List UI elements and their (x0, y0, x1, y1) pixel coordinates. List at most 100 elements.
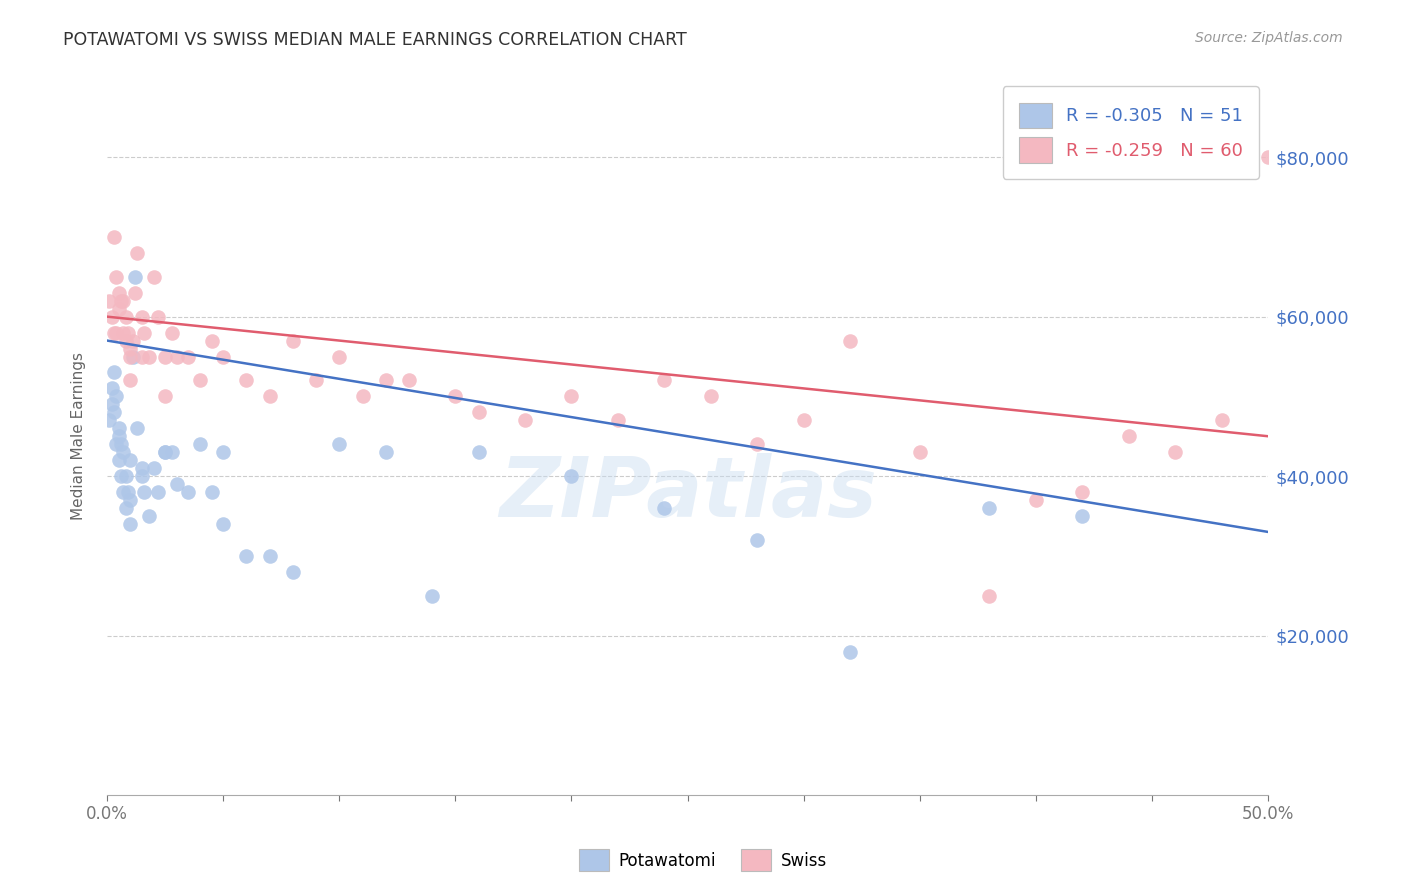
Point (420, 589, 443, 603)
Point (979, 501, 1001, 516)
Point (110, 437, 132, 451)
Point (212, 350, 235, 364)
Point (110, 293, 132, 308)
Legend: Potawatomi, Swiss: Potawatomi, Swiss (571, 841, 835, 880)
Point (374, 445, 396, 459)
Point (1211, 413, 1233, 427)
Point (112, 293, 135, 308)
Point (103, 326, 125, 340)
Point (908, 445, 931, 459)
Point (124, 269, 146, 284)
Point (305, 373, 328, 387)
Point (1025, 493, 1047, 508)
Point (352, 389, 374, 403)
Point (467, 445, 489, 459)
Point (212, 516, 235, 531)
Point (560, 389, 582, 403)
Point (107, 429, 129, 443)
Point (467, 405, 489, 419)
Point (100, 310, 122, 324)
Point (107, 453, 129, 467)
Point (142, 269, 165, 284)
Point (107, 301, 129, 316)
Point (114, 501, 136, 516)
Point (1164, 445, 1187, 459)
Point (142, 461, 165, 475)
Point (281, 565, 304, 579)
Point (153, 445, 176, 459)
Point (107, 285, 129, 300)
Point (120, 350, 142, 364)
Point (160, 445, 183, 459)
Point (100, 397, 122, 411)
Point (1257, 150, 1279, 164)
Point (127, 421, 149, 435)
Point (112, 485, 135, 500)
Point (98, 413, 121, 427)
Point (259, 389, 281, 403)
Point (103, 366, 125, 380)
Point (117, 485, 139, 500)
Point (134, 485, 156, 500)
Point (1071, 508, 1094, 523)
Point (235, 549, 257, 563)
Point (700, 389, 723, 403)
Point (166, 350, 188, 364)
Point (259, 549, 281, 563)
Point (200, 334, 222, 348)
Point (114, 334, 136, 348)
Point (374, 373, 396, 387)
Point (328, 350, 350, 364)
Point (979, 589, 1001, 603)
Point (131, 350, 153, 364)
Point (1118, 429, 1140, 443)
Point (138, 350, 160, 364)
Point (120, 373, 142, 387)
Point (120, 516, 142, 531)
Point (212, 445, 235, 459)
Point (114, 469, 136, 483)
Point (560, 469, 582, 483)
Point (105, 389, 128, 403)
Point (105, 269, 128, 284)
Point (235, 373, 257, 387)
Point (146, 485, 169, 500)
Point (200, 485, 222, 500)
Point (110, 469, 132, 483)
Point (121, 334, 143, 348)
Point (105, 437, 128, 451)
Point (166, 477, 188, 491)
Point (98, 293, 121, 308)
Point (112, 326, 135, 340)
Point (121, 350, 143, 364)
Point (160, 326, 183, 340)
Point (114, 310, 136, 324)
Point (328, 437, 350, 451)
Point (105, 326, 128, 340)
Text: ZIPatlas: ZIPatlas (499, 453, 876, 534)
Point (177, 350, 200, 364)
Point (188, 437, 211, 451)
Point (131, 461, 153, 475)
Point (513, 413, 536, 427)
Point (177, 485, 200, 500)
Point (120, 493, 142, 508)
Point (120, 342, 142, 356)
Point (444, 389, 467, 403)
Point (153, 350, 176, 364)
Point (120, 453, 142, 467)
Point (107, 421, 129, 435)
Point (153, 445, 176, 459)
Point (793, 413, 815, 427)
Point (127, 245, 149, 260)
Legend: R = -0.305   N = 51, R = -0.259   N = 60: R = -0.305 N = 51, R = -0.259 N = 60 (1002, 87, 1260, 179)
Point (281, 334, 304, 348)
Point (1071, 485, 1094, 500)
Point (138, 508, 160, 523)
Text: Source: ZipAtlas.com: Source: ZipAtlas.com (1195, 31, 1343, 45)
Point (839, 644, 862, 658)
Point (100, 381, 122, 395)
Point (134, 326, 156, 340)
Point (117, 326, 139, 340)
Point (398, 373, 420, 387)
